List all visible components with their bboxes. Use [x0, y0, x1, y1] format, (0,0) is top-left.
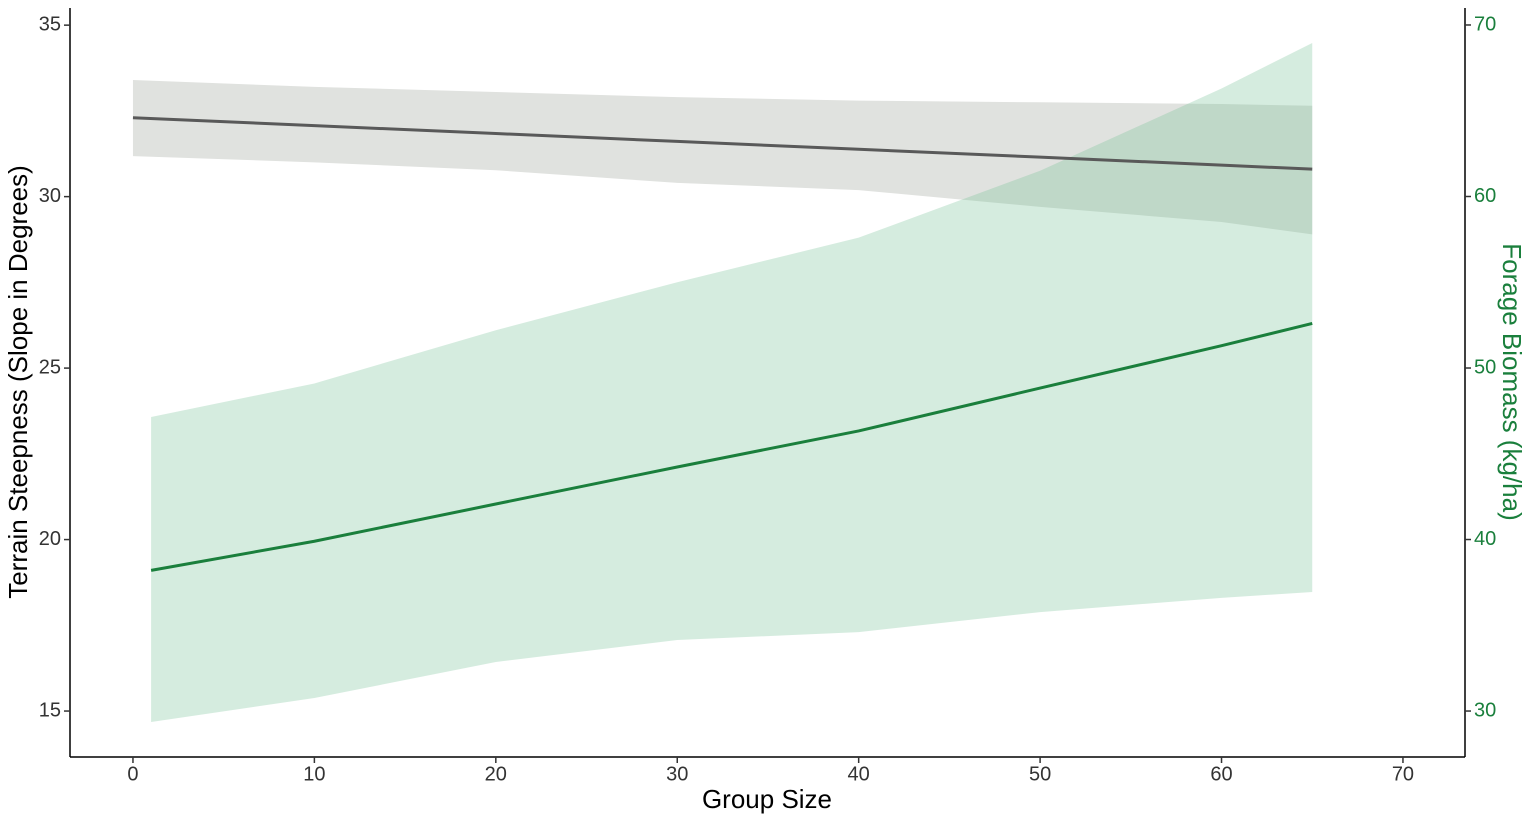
y-tick-label: 25	[39, 356, 61, 378]
trend-line	[150, 321, 1313, 572]
confidence-band	[132, 80, 1313, 235]
x-tick-label: 60	[1210, 763, 1232, 785]
x-tick-label: 20	[485, 763, 507, 785]
y-tick-label: 15	[39, 699, 61, 721]
y2-axis-title: Forage Biomass (kg/ha)	[1497, 243, 1527, 520]
x-axis-title: Group Size	[702, 784, 832, 814]
y-axis-title: Terrain Steepness (Slope in Degrees)	[3, 165, 33, 599]
x-tick-label: 40	[848, 763, 870, 785]
y2-tick-label: 60	[1474, 185, 1496, 207]
y2-tick-label: 70	[1474, 13, 1496, 35]
y2-tick-label: 50	[1474, 356, 1496, 378]
trend-line	[132, 116, 1313, 171]
y-tick-label: 35	[39, 13, 61, 35]
y-tick-label: 30	[39, 185, 61, 207]
y2-tick-label: 40	[1474, 528, 1496, 550]
y2-tick-label: 30	[1474, 699, 1496, 721]
y-tick-label: 20	[39, 528, 61, 550]
x-tick-label: 70	[1392, 763, 1414, 785]
x-tick-label: 30	[666, 763, 688, 785]
confidence-band	[151, 42, 1313, 723]
x-tick-label: 50	[1029, 763, 1051, 785]
x-tick-label: 10	[303, 763, 325, 785]
x-tick-label: 0	[127, 763, 138, 785]
